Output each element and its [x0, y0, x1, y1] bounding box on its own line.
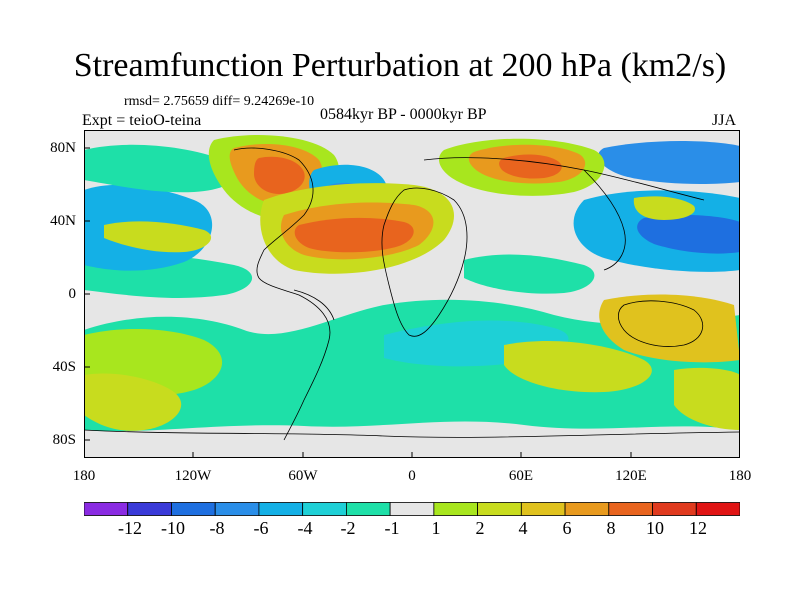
colorbar-swatch — [214, 502, 260, 516]
contour-fill-south-green-band — [84, 299, 740, 432]
lat-label-80s: 80S — [52, 432, 76, 448]
colorbar-swatch — [695, 502, 740, 516]
colorbar-swatch — [652, 502, 697, 516]
colorbar — [84, 502, 740, 516]
contour-fill-north-pacific-yellow — [104, 221, 212, 253]
streamfunction-map — [84, 130, 740, 458]
coastlines — [84, 147, 740, 441]
lon-label-120w: 120W — [174, 468, 212, 484]
lon-label-180w: 180 — [72, 468, 96, 484]
contour-fill-north-pacific-green — [84, 144, 239, 193]
colorbar-swatch — [520, 502, 566, 516]
colorbar-swatch — [171, 502, 216, 516]
colorbar-label: 8 — [606, 518, 616, 538]
colorbar-swatch — [302, 502, 347, 516]
contour-fill-south-yellow-west — [84, 373, 182, 431]
lat-label-0: 0 — [68, 286, 77, 302]
lon-label-60w: 60W — [288, 468, 318, 484]
colorbar-label: -10 — [161, 518, 185, 538]
lon-label-120e: 120E — [615, 468, 647, 484]
colorbar-swatch — [477, 502, 522, 516]
map-panel — [84, 130, 740, 458]
colorbar-swatch — [127, 502, 172, 516]
contour-fill-north-america-red — [254, 156, 305, 194]
lon-label-180e: 180 — [728, 468, 752, 484]
colorbar-label: 1 — [431, 518, 441, 538]
colorbar-swatch — [564, 502, 610, 516]
colorbar-swatch — [389, 502, 435, 516]
stats-text: rmsd= 2.75659 diff= 9.24269e-10 — [124, 94, 315, 109]
colorbar-label: -2 — [340, 518, 356, 538]
colorbar-swatch — [433, 502, 478, 516]
colorbar-label: 12 — [689, 518, 707, 538]
colorbar-swatch — [608, 502, 653, 516]
contour-fill-arctic-east-blue — [598, 141, 740, 184]
lon-label-60e: 60E — [508, 468, 534, 484]
experiment-label: Expt = teioO-teina — [82, 112, 202, 129]
lat-label-40n: 40N — [50, 213, 76, 229]
season-label: JJA — [712, 112, 737, 129]
contour-fill-west-pacific-yellow — [633, 196, 695, 220]
map-frame — [84, 130, 740, 458]
contour-fill-south-indian-yellow — [504, 340, 652, 393]
period-label: 0584kyr BP - 0000kyr BP — [320, 106, 487, 123]
plot-title: Streamfunction Perturbation at 200 hPa (… — [73, 47, 727, 84]
contour-fill-south-east-yellow — [674, 367, 740, 430]
lat-label-80n: 80N — [50, 140, 76, 156]
colorbar-label: 4 — [518, 518, 528, 538]
colorbar-label: -4 — [297, 518, 313, 538]
contour-fill-australia-yellow — [599, 294, 740, 363]
colorbar-label: 10 — [646, 518, 664, 538]
colorbar-label: 2 — [475, 518, 485, 538]
colorbar-label: -12 — [118, 518, 142, 538]
contour-fill-east-asia-darkblue — [637, 215, 740, 254]
colorbar-swatch — [84, 502, 129, 516]
colorbar-label: 6 — [562, 518, 572, 538]
lon-label-0: 0 — [408, 468, 416, 484]
contour-fill-siberia-red — [499, 154, 562, 179]
colorbar-label: -1 — [384, 518, 400, 538]
colorbar-label: -8 — [209, 518, 225, 538]
contour-fill-tropical-green-east — [464, 254, 595, 294]
colorbar-swatch — [345, 502, 391, 516]
colorbar-swatch — [258, 502, 304, 516]
lat-label-40s: 40S — [52, 359, 76, 375]
colorbar-label: -6 — [253, 518, 269, 538]
